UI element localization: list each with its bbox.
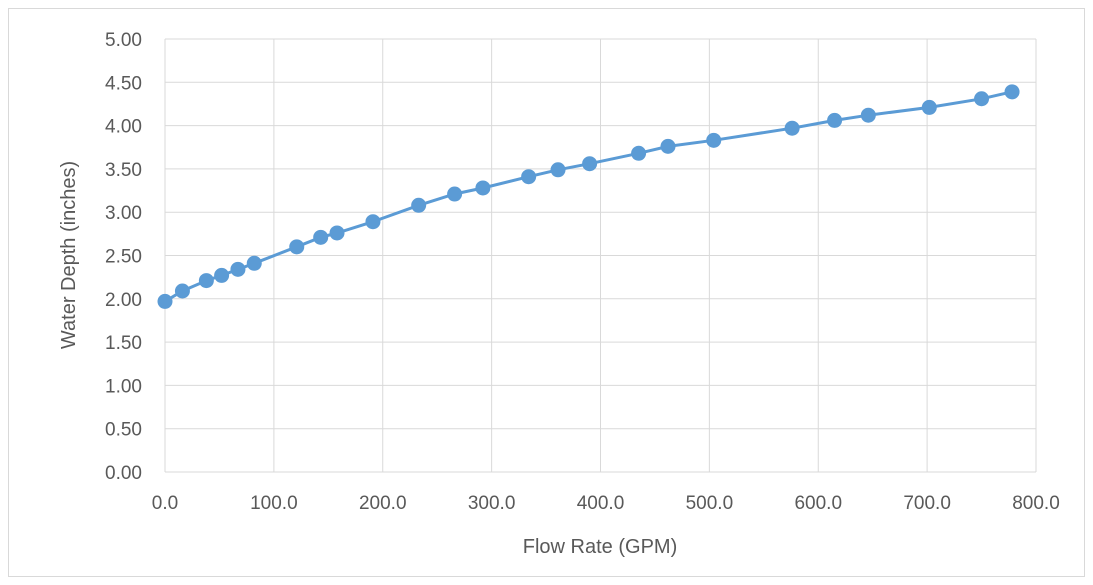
- y-tick-label: 4.50: [105, 73, 142, 94]
- data-point: [921, 99, 937, 115]
- data-point: [365, 214, 381, 230]
- data-point: [1004, 84, 1020, 100]
- x-tick-label: 600.0: [794, 493, 842, 514]
- data-point: [157, 293, 173, 309]
- data-point: [784, 120, 800, 136]
- y-tick-label: 0.50: [105, 420, 142, 441]
- x-tick-label: 500.0: [686, 493, 734, 514]
- data-point: [174, 283, 190, 299]
- data-point: [411, 197, 427, 213]
- data-point: [246, 255, 262, 271]
- series-line: [164, 90, 1013, 303]
- data-point: [447, 186, 463, 202]
- data-point: [475, 180, 491, 196]
- data-point: [313, 229, 329, 245]
- y-tick-label: 5.00: [105, 30, 142, 51]
- y-tick-label: 2.00: [105, 290, 142, 311]
- x-axis-ticks: 0.0 100.0 200.0 300.0 400.0 500.0 600.0 700.0 80…: [152, 493, 1060, 514]
- y-tick-label: 1.50: [105, 333, 142, 354]
- x-tick-label: 0.0: [152, 493, 178, 514]
- series-group: [157, 84, 1020, 309]
- y-tick-label: 3.00: [105, 203, 142, 224]
- data-point: [289, 239, 305, 255]
- x-tick-label: 700.0: [903, 493, 951, 514]
- data-point: [860, 107, 876, 123]
- data-point: [974, 91, 990, 107]
- data-point: [550, 162, 566, 178]
- y-axis-title: Water Depth (inches): [58, 161, 80, 349]
- x-tick-label: 200.0: [359, 493, 407, 514]
- y-tick-label: 1.00: [105, 376, 142, 397]
- data-point: [706, 132, 722, 148]
- y-axis-ticks: 0.00 0.50 1.00 1.50 2.00 2.50 3.00 3.50 4.00 4.50…: [105, 30, 142, 484]
- data-point: [660, 138, 676, 154]
- data-point: [827, 112, 843, 128]
- y-tick-label: 2.50: [105, 247, 142, 268]
- x-tick-label: 300.0: [468, 493, 516, 514]
- data-point: [214, 267, 230, 283]
- x-tick-label: 800.0: [1012, 493, 1060, 514]
- data-point: [521, 169, 537, 185]
- y-tick-label: 4.00: [105, 117, 142, 138]
- x-axis-title: Flow Rate (GPM): [523, 536, 677, 558]
- gridlines: [164, 38, 1037, 473]
- y-tick-label: 0.00: [105, 463, 142, 484]
- data-point: [631, 145, 647, 161]
- data-point: [198, 273, 214, 289]
- x-tick-label: 100.0: [250, 493, 298, 514]
- data-point: [582, 156, 598, 172]
- x-tick-label: 400.0: [577, 493, 625, 514]
- y-tick-label: 3.50: [105, 160, 142, 181]
- data-point: [329, 225, 345, 241]
- data-point: [230, 261, 246, 277]
